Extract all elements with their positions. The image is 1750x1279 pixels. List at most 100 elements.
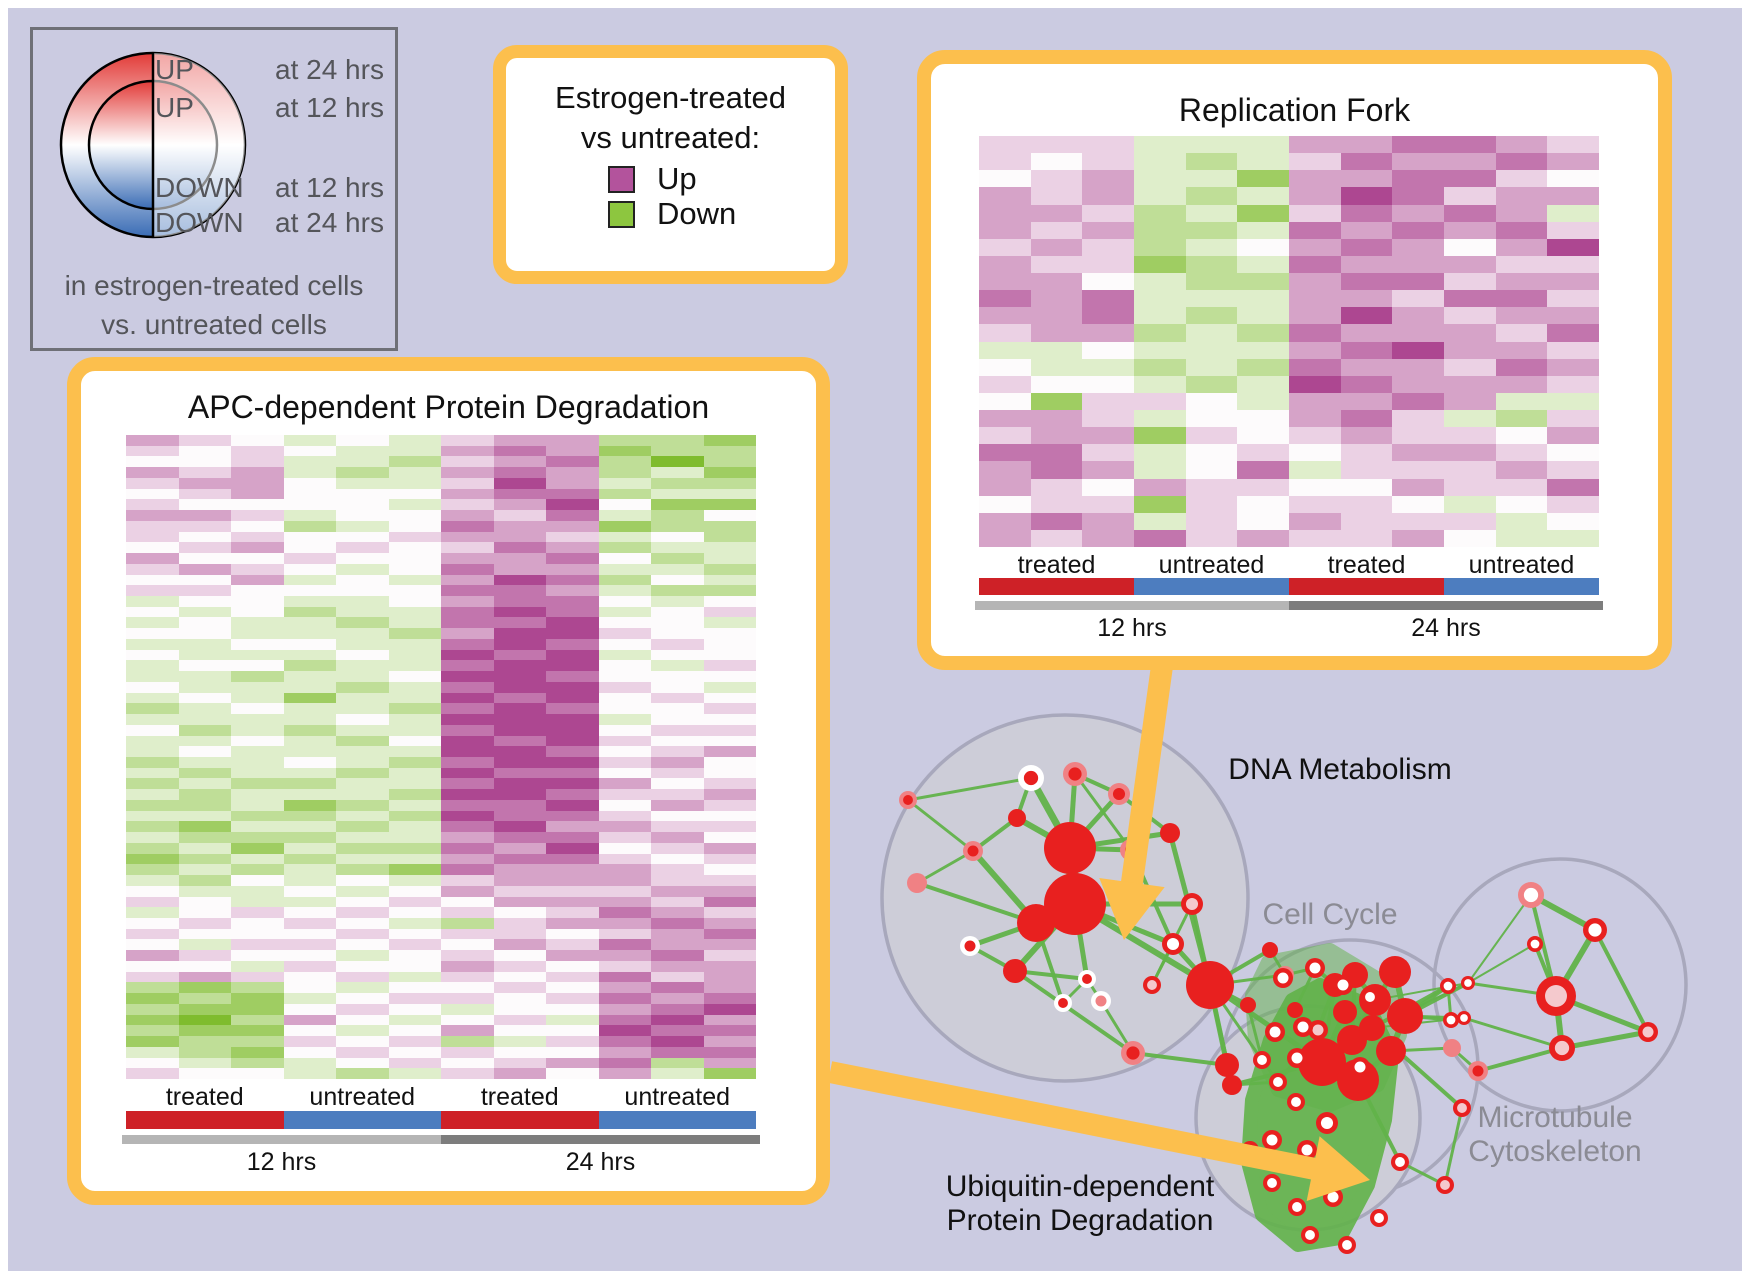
heatmap-cell <box>493 1068 546 1079</box>
heatmap-cell <box>651 821 704 833</box>
heatmap-cell <box>651 574 704 586</box>
heatmap-cell <box>388 960 441 972</box>
heatmap-cell <box>441 660 494 672</box>
heatmap-cell <box>441 746 494 757</box>
heatmap-cell <box>546 499 599 511</box>
legend-item-up: Up <box>608 161 697 197</box>
heatmap-cell <box>441 1003 494 1015</box>
heatmap-cell <box>1185 255 1238 273</box>
down-24-dir: DOWN <box>155 207 244 238</box>
heatmap-cell <box>283 971 336 983</box>
heatmap-cell <box>979 221 1031 239</box>
heatmap-cell <box>388 1025 441 1037</box>
heatmap-cell <box>388 1057 441 1069</box>
heatmap-cell <box>703 445 756 457</box>
heatmap-cell <box>231 671 284 682</box>
network-node-center <box>1460 1014 1468 1022</box>
heatmap-cell <box>178 1003 231 1015</box>
heatmap-cell <box>493 853 546 865</box>
heatmap-cell <box>126 617 179 629</box>
heatmap-cell <box>546 660 599 672</box>
heatmap-cell <box>178 638 231 650</box>
heatmap-cell <box>178 499 231 511</box>
heatmap-cell <box>1392 392 1444 410</box>
heatmap-cell <box>336 918 389 929</box>
heatmap-cell <box>388 842 441 854</box>
heatmap-cell <box>1340 444 1393 462</box>
heatmap-cell <box>651 671 704 682</box>
heatmap-cell <box>1289 495 1341 513</box>
heatmap-cell <box>703 767 756 779</box>
heatmap-cell <box>493 435 546 446</box>
time-label: 12 hrs <box>246 1148 317 1176</box>
heatmap-cell <box>546 789 599 800</box>
heatmap-cell <box>493 757 546 768</box>
heatmap-cell <box>441 950 494 961</box>
heatmap-cell <box>598 563 651 575</box>
heatmap-cell <box>1134 290 1186 308</box>
network-edge <box>907 776 1032 802</box>
heatmap-cell <box>126 971 179 983</box>
cell-cycle-label-text: Cell Cycle <box>1262 898 1398 931</box>
heatmap-cell <box>546 1046 599 1058</box>
heatmap-cell <box>231 542 284 554</box>
cluster-circle-microtubule <box>1432 857 1688 1113</box>
heatmap-cell <box>1392 324 1444 342</box>
network-node <box>1333 1000 1357 1024</box>
heatmap-cell <box>1237 478 1289 496</box>
heatmap-cell <box>493 638 546 650</box>
heatmap-cell <box>651 703 704 715</box>
heatmap-cell <box>546 703 599 715</box>
heatmap-cell <box>1030 153 1083 171</box>
heatmap-cell <box>441 510 494 521</box>
heatmap-cell <box>703 531 756 543</box>
heatmap-cell <box>1547 495 1599 513</box>
heatmap-cell <box>1134 221 1186 239</box>
heatmap-cell <box>441 1046 494 1058</box>
heatmap-cell <box>651 853 704 865</box>
heatmap-cell <box>336 660 389 672</box>
heatmap-cell <box>1392 444 1444 462</box>
heatmap-cell <box>1495 153 1548 171</box>
heatmap-cell <box>283 832 336 843</box>
heatmap-cell <box>598 864 651 876</box>
heatmap-cell <box>546 960 599 972</box>
heatmap-cell <box>651 606 704 618</box>
heatmap-cell <box>651 993 704 1004</box>
heatmap-cell <box>126 531 179 543</box>
heatmap-cell <box>283 628 336 639</box>
heatmap-cell <box>598 993 651 1004</box>
heatmap-cell <box>1392 290 1444 308</box>
heatmap-cell <box>651 832 704 843</box>
heatmap-cell <box>651 885 704 897</box>
heatmap-cell <box>126 875 179 886</box>
heatmap-cell <box>1547 358 1599 376</box>
heatmap-cell <box>1134 136 1186 154</box>
heatmap-cell <box>178 896 231 908</box>
heatmap-cell <box>1030 392 1083 410</box>
heatmap-cell <box>598 488 651 500</box>
heatmap-cell <box>1185 495 1238 513</box>
heatmap-cell <box>703 960 756 972</box>
heatmap-cell <box>598 596 651 607</box>
heatmap-cell <box>1495 255 1548 273</box>
heatmap-cell <box>231 950 284 961</box>
heatmap-cell <box>703 799 756 811</box>
heatmap-cell <box>231 724 284 736</box>
network-node <box>907 873 927 893</box>
heatmap-cell <box>1547 290 1599 308</box>
heatmap-cell <box>1082 290 1134 308</box>
heatmap-cell <box>493 703 546 715</box>
up-12-dir: UP <box>155 92 194 123</box>
heatmap-cell <box>1340 255 1393 273</box>
heatmap-cell <box>1030 136 1083 154</box>
heatmap-cell <box>441 842 494 854</box>
heatmap-cell <box>651 928 704 940</box>
heatmap-cell <box>651 499 704 511</box>
heatmap-cell <box>1495 410 1548 428</box>
heatmap-cell <box>546 649 599 661</box>
heatmap-cell <box>546 435 599 446</box>
heatmap-cell <box>1444 410 1496 428</box>
heatmap-cell <box>388 853 441 865</box>
heatmap-cell <box>703 563 756 575</box>
